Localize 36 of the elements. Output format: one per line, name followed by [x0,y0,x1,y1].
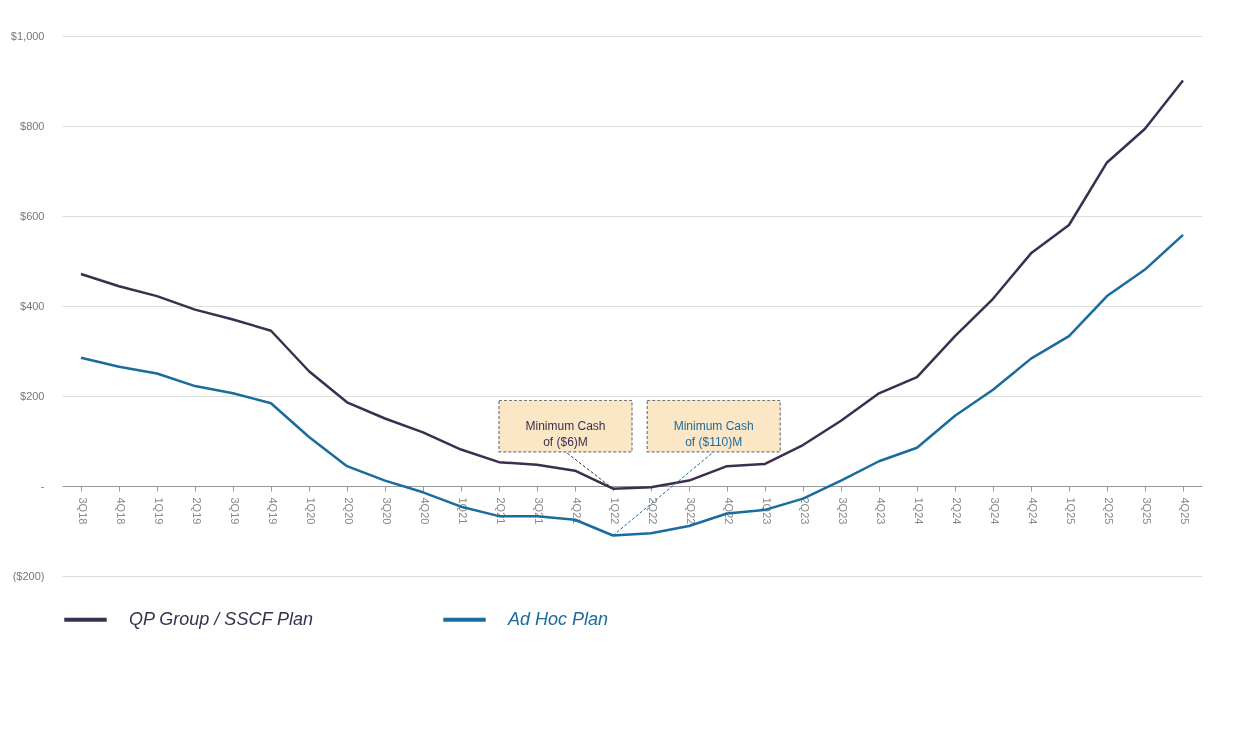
x-tick-label: 2Q25 [1102,497,1115,525]
legend-label: Ad Hoc Plan [507,608,609,629]
x-tick-label: 3Q18 [76,497,89,525]
x-tick-label: 4Q24 [1026,497,1039,525]
x-tick-label: 3Q23 [836,497,849,525]
y-tick-label: - [40,479,45,492]
y-tick-label: $600 [20,209,45,222]
x-tick-label: 2Q19 [190,497,203,525]
y-tick-label: $1,000 [10,29,45,42]
y-tick-label: $400 [20,299,45,312]
x-tick-label: 1Q21 [456,497,469,525]
annotation: Minimum Cash of ($6)M [525,419,606,450]
y-tick-label: ($200) [12,569,45,582]
x-tick-label: 3Q24 [988,497,1001,525]
x-tick-label: 4Q25 [1178,497,1191,525]
x-tick-label: 4Q19 [266,497,279,525]
x-tick-label: 2Q22 [646,497,659,525]
x-tick-label: 3Q25 [1140,497,1153,525]
line-series [79,79,1185,490]
x-tick-label: 1Q25 [1064,497,1077,525]
x-tick-label: 3Q22 [684,497,697,525]
x-tick-label: 2Q24 [950,497,963,525]
x-tick-label: 4Q18 [114,497,127,525]
x-tick-label: 4Q20 [418,497,431,525]
annotation: Minimum Cash of ($110)M [673,419,754,450]
x-tick-label: 3Q19 [228,497,241,525]
x-tick-label: 4Q23 [874,497,887,525]
x-tick-label: 2Q20 [342,497,355,525]
legend-label: QP Group / SSCF Plan [129,608,314,629]
x-tick-label: 1Q24 [912,497,925,525]
x-tick-label: 1Q20 [304,497,317,525]
y-tick-label: $200 [20,389,45,402]
y-tick-label: $800 [20,119,45,132]
x-tick-label: 1Q22 [608,497,621,525]
x-tick-label: 3Q20 [380,497,393,525]
x-tick-label: 1Q19 [152,497,165,525]
